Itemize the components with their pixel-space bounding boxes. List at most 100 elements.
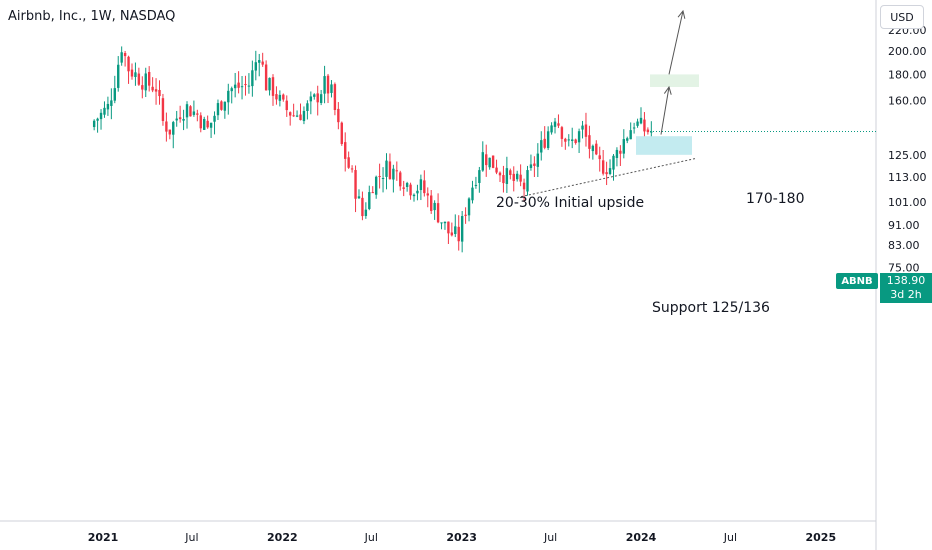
- candle-body: [313, 94, 316, 97]
- candle-body: [481, 152, 484, 171]
- candlestick-series: [92, 46, 653, 253]
- extended-upside-arrow-head: [677, 9, 686, 19]
- candle-body: [185, 104, 189, 118]
- candle-body: [199, 115, 202, 129]
- candle-body: [488, 157, 491, 168]
- candle-body: [471, 187, 474, 201]
- price-tick-label: 91.00: [888, 219, 920, 232]
- candle-body: [295, 115, 299, 117]
- candle-body: [546, 131, 550, 149]
- candle-body: [203, 118, 206, 130]
- candle-body: [361, 197, 364, 217]
- candle-body: [374, 176, 378, 195]
- candle-body: [557, 123, 560, 126]
- candle-body: [608, 168, 612, 174]
- candle-body: [144, 73, 147, 91]
- candle-body: [326, 75, 330, 94]
- candle-body: [117, 64, 120, 88]
- candle-body: [478, 170, 481, 183]
- candle-body: [423, 180, 426, 194]
- candle-body: [244, 84, 247, 86]
- candle-body: [99, 112, 103, 120]
- candle-body: [168, 129, 172, 135]
- target-zone-box: [650, 74, 699, 87]
- candle-body: [612, 155, 615, 170]
- support-trendline: [517, 157, 697, 198]
- candle-body: [333, 84, 337, 110]
- candle-body: [629, 130, 632, 140]
- price-tick-label: 101.00: [888, 196, 927, 209]
- candle-body: [340, 122, 343, 144]
- candle-body: [123, 53, 127, 57]
- candle-body: [182, 118, 185, 121]
- candle-body: [337, 108, 340, 123]
- candle-body: [443, 221, 447, 224]
- candle-body: [595, 143, 598, 155]
- candle-body: [357, 196, 361, 199]
- candle-body: [419, 179, 423, 191]
- time-tick-label: Jul: [723, 531, 737, 544]
- price-tick-label: 125.00: [888, 149, 927, 162]
- price-axis: 260.00220.00200.00180.00160.00125.00113.…: [888, 0, 927, 274]
- candle-body: [412, 194, 416, 197]
- candle-body: [309, 96, 313, 102]
- candle-body: [615, 149, 619, 158]
- price-tick-label: 200.00: [888, 45, 927, 58]
- candle-body: [209, 122, 213, 128]
- candle-body: [302, 110, 306, 122]
- upside-arrow-head: [663, 85, 672, 95]
- candle-body: [474, 184, 478, 186]
- candle-body: [457, 226, 460, 242]
- candle-body: [381, 178, 385, 180]
- candle-body: [364, 209, 368, 216]
- upside-label: 20-30% Initial upside: [496, 195, 645, 211]
- candle-body: [258, 60, 261, 63]
- candle-body: [601, 160, 605, 174]
- candle-body: [178, 117, 182, 120]
- price-tick-label: 75.00: [888, 261, 920, 274]
- candle-body: [354, 170, 357, 199]
- candle-body: [388, 161, 392, 179]
- candle-body: [172, 122, 175, 135]
- candle-body: [433, 202, 436, 211]
- candle-body: [220, 101, 223, 110]
- time-tick-label: Jul: [184, 531, 198, 544]
- candle-body: [450, 232, 454, 236]
- candle-body: [529, 164, 533, 168]
- time-tick-label: 2021: [88, 531, 119, 544]
- candle-body: [426, 193, 429, 196]
- candle-body: [271, 77, 275, 96]
- candle-body: [316, 93, 319, 103]
- candle-body: [223, 101, 227, 111]
- candle-body: [405, 183, 409, 187]
- candle-body: [275, 94, 278, 100]
- candle-body: [319, 94, 323, 103]
- candle-body: [591, 145, 595, 152]
- candle-body: [626, 138, 629, 141]
- candle-body: [371, 192, 374, 194]
- currency-button[interactable]: USD: [880, 5, 924, 29]
- candle-body: [206, 120, 209, 128]
- candle-body: [103, 107, 106, 115]
- candle-body: [560, 127, 564, 139]
- candle-body: [330, 84, 333, 93]
- candle-body: [467, 198, 471, 216]
- candle-body: [127, 56, 130, 72]
- candle-body: [213, 115, 216, 122]
- candle-body: [536, 153, 540, 167]
- candle-body: [464, 214, 467, 216]
- candle-body: [567, 139, 570, 141]
- candle-body: [447, 221, 450, 234]
- candle-body: [192, 111, 196, 115]
- candle-body: [416, 190, 419, 194]
- candle-body: [550, 125, 553, 133]
- candle-body: [344, 142, 347, 159]
- candle-body: [399, 172, 402, 187]
- annotation-layer: [517, 9, 876, 198]
- candle-body: [113, 88, 116, 101]
- candle-body: [636, 121, 639, 126]
- candle-body: [643, 119, 646, 132]
- candle-body: [175, 118, 178, 121]
- candle-body: [120, 52, 123, 63]
